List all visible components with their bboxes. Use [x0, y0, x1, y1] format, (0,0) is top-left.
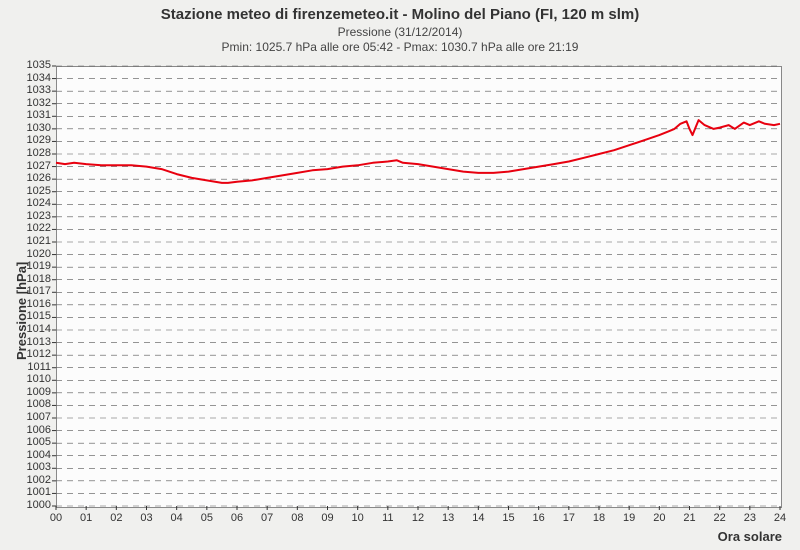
- y-tick: 1034: [16, 72, 51, 84]
- x-tick: 02: [106, 512, 126, 524]
- y-tick: 1012: [16, 348, 51, 360]
- x-tick: 05: [197, 512, 217, 524]
- y-tick: 1024: [16, 197, 51, 209]
- y-tick: 1022: [16, 222, 51, 234]
- x-tick: 24: [770, 512, 790, 524]
- x-tick: 10: [348, 512, 368, 524]
- x-tick: 11: [378, 512, 398, 524]
- x-tick: 01: [76, 512, 96, 524]
- x-tick: 00: [46, 512, 66, 524]
- y-tick: 1004: [16, 449, 51, 461]
- y-tick: 1016: [16, 298, 51, 310]
- y-tick: 1014: [16, 323, 51, 335]
- x-tick: 15: [499, 512, 519, 524]
- y-tick: 1015: [16, 310, 51, 322]
- x-tick: 08: [287, 512, 307, 524]
- y-tick: 1031: [16, 109, 51, 121]
- y-tick: 1018: [16, 273, 51, 285]
- x-tick: 06: [227, 512, 247, 524]
- y-tick: 1032: [16, 97, 51, 109]
- x-tick: 14: [468, 512, 488, 524]
- y-tick: 1026: [16, 172, 51, 184]
- y-tick: 1033: [16, 84, 51, 96]
- y-tick: 1035: [16, 59, 51, 71]
- y-tick: 1021: [16, 235, 51, 247]
- x-tick: 21: [680, 512, 700, 524]
- y-tick: 1005: [16, 436, 51, 448]
- y-tick: 1017: [16, 285, 51, 297]
- y-tick: 1002: [16, 474, 51, 486]
- y-tick: 1030: [16, 122, 51, 134]
- y-tick: 1001: [16, 486, 51, 498]
- y-tick: 1011: [16, 361, 51, 373]
- x-tick: 17: [559, 512, 579, 524]
- y-tick: 1013: [16, 336, 51, 348]
- x-tick: 22: [710, 512, 730, 524]
- y-tick: 1020: [16, 248, 51, 260]
- y-tick: 1007: [16, 411, 51, 423]
- x-tick: 03: [137, 512, 157, 524]
- x-tick: 19: [619, 512, 639, 524]
- x-tick: 04: [167, 512, 187, 524]
- y-tick: 1019: [16, 260, 51, 272]
- x-tick: 23: [740, 512, 760, 524]
- x-tick: 16: [529, 512, 549, 524]
- x-tick: 18: [589, 512, 609, 524]
- y-tick: 1029: [16, 134, 51, 146]
- y-tick: 1003: [16, 461, 51, 473]
- x-tick: 13: [438, 512, 458, 524]
- x-tick: 20: [649, 512, 669, 524]
- x-tick: 12: [408, 512, 428, 524]
- y-tick: 1023: [16, 210, 51, 222]
- y-tick: 1006: [16, 424, 51, 436]
- y-tick: 1008: [16, 398, 51, 410]
- y-tick: 1028: [16, 147, 51, 159]
- line-svg: [0, 0, 800, 550]
- y-tick: 1009: [16, 386, 51, 398]
- y-tick: 1000: [16, 499, 51, 511]
- x-tick: 07: [257, 512, 277, 524]
- y-tick: 1010: [16, 373, 51, 385]
- x-tick: 09: [318, 512, 338, 524]
- y-tick: 1027: [16, 160, 51, 172]
- chart-container: Stazione meteo di firenzemeteo.it - Moli…: [0, 0, 800, 550]
- y-tick: 1025: [16, 185, 51, 197]
